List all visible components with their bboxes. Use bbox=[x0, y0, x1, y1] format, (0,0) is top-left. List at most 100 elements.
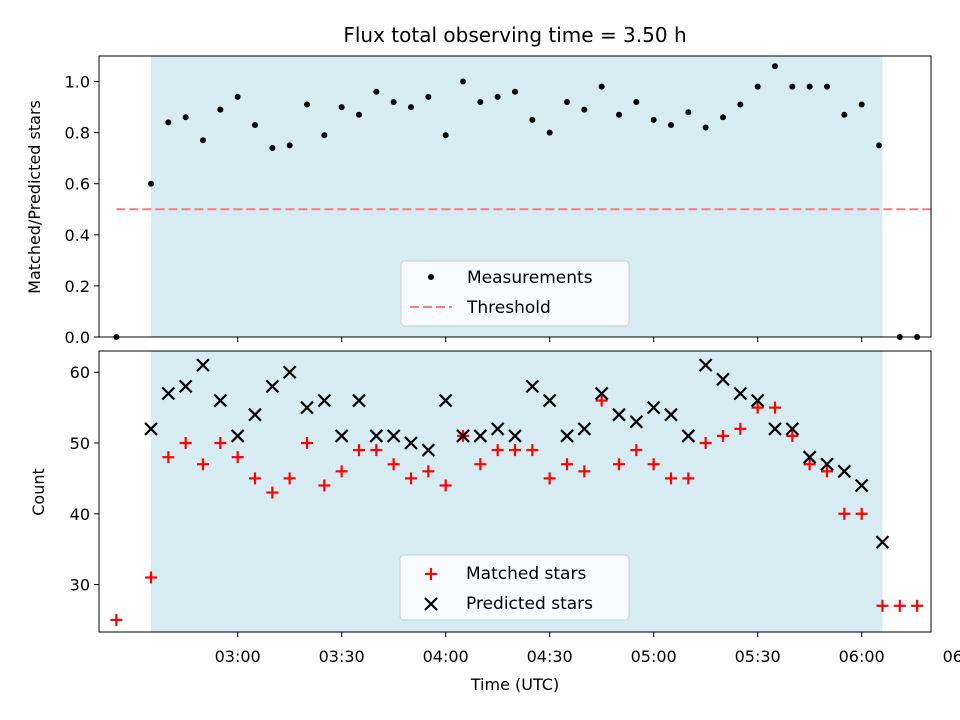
top-y-tick-label: 0.4 bbox=[65, 226, 90, 245]
matched-star-point bbox=[769, 401, 781, 414]
matched-star-point bbox=[283, 472, 296, 485]
predicted-star-point bbox=[386, 429, 401, 443]
predicted-star-point bbox=[421, 443, 436, 457]
matched-star-point bbox=[578, 465, 591, 478]
predicted-star-marker-b bbox=[542, 393, 557, 408]
measurement-point bbox=[668, 121, 674, 128]
predicted-star-point bbox=[525, 379, 540, 394]
measurement-point bbox=[408, 104, 414, 111]
predicted-star-point bbox=[560, 429, 574, 443]
predicted-star-point bbox=[802, 450, 817, 464]
predicted-star-marker-b bbox=[421, 443, 436, 457]
predicted-star-point bbox=[178, 379, 193, 394]
bottom-y-tick-label: 60 bbox=[70, 363, 90, 382]
predicted-star-marker-b bbox=[733, 386, 748, 401]
predicted-star-point bbox=[161, 386, 176, 401]
matched-star-point bbox=[370, 444, 383, 457]
predicted-star-marker-b bbox=[875, 535, 890, 549]
predicted-star-marker-b bbox=[716, 372, 730, 387]
measurements-legend-marker bbox=[428, 274, 434, 280]
top-y-axis-ticks: 0.0 0.2 0.4 0.6 0.8 1.0 bbox=[65, 73, 99, 347]
top-chart-title: Flux total observing time = 3.50 h bbox=[343, 23, 686, 47]
bottom-y-tick-label: 30 bbox=[70, 576, 90, 595]
measurement-point bbox=[182, 114, 189, 121]
predicted-star-marker-b bbox=[213, 393, 228, 408]
measurement-point bbox=[494, 93, 501, 100]
matched-star-point bbox=[509, 444, 521, 457]
matched-star-point bbox=[543, 472, 556, 485]
matched-star-point bbox=[197, 458, 209, 471]
bottom-y-axis-label: Count bbox=[29, 468, 48, 516]
matched-star-point bbox=[613, 458, 625, 471]
bottom-axes-frame bbox=[98, 350, 932, 633]
predicted-star-point bbox=[300, 400, 314, 415]
predicted-star-marker-b bbox=[178, 379, 193, 394]
matched-star-point bbox=[249, 472, 261, 485]
top-y-tick-label: 0.2 bbox=[65, 277, 90, 296]
predicted-star-point bbox=[196, 358, 210, 372]
measurement-point bbox=[754, 83, 761, 90]
matched-star-point bbox=[838, 507, 851, 520]
predicted-star-point bbox=[473, 429, 488, 443]
matched-star-point bbox=[179, 437, 192, 450]
measurement-point bbox=[858, 101, 865, 108]
predicted-star-point bbox=[369, 429, 384, 443]
predicted-star-point bbox=[334, 429, 349, 443]
predicted-star-marker-b bbox=[577, 422, 592, 436]
matched-star-point bbox=[214, 437, 227, 450]
measurement-point bbox=[581, 106, 588, 113]
matched-star-point bbox=[387, 458, 400, 471]
predicted-star-point bbox=[213, 393, 228, 408]
measurement-point bbox=[373, 88, 380, 95]
measurement-point bbox=[304, 101, 310, 108]
bottom-y-tick-label: 40 bbox=[70, 505, 90, 524]
top-x-axis-ticks bbox=[237, 337, 863, 342]
predicted-star-point bbox=[490, 422, 505, 436]
top-y-axis-label: Matched/Predicted stars bbox=[25, 100, 44, 294]
top-y-tick-label: 0.6 bbox=[65, 175, 90, 194]
matched-star-point bbox=[717, 429, 729, 442]
predicted-star-marker-b bbox=[594, 386, 609, 401]
bottom-x-tick-label: 04:30 bbox=[527, 647, 573, 666]
matched-star-point bbox=[301, 437, 313, 450]
measurement-point bbox=[564, 98, 570, 105]
predicted-star-marker-b bbox=[144, 422, 158, 436]
predicted-star-point bbox=[144, 422, 158, 436]
predicted-star-point bbox=[854, 478, 869, 493]
predicted-star-marker-b bbox=[560, 429, 574, 443]
matched-star-point bbox=[682, 472, 695, 485]
matched-star-point bbox=[595, 394, 608, 407]
measurement-point bbox=[598, 83, 605, 90]
predicted-star-marker-b bbox=[473, 429, 488, 443]
predicted-star-point bbox=[542, 393, 557, 408]
measurement-point bbox=[269, 144, 276, 151]
predicted-star-marker-b bbox=[230, 429, 245, 443]
predicted-star-point bbox=[629, 415, 644, 429]
predicted-star-marker-b bbox=[646, 400, 661, 415]
matched-star-point bbox=[405, 472, 417, 485]
predicted-star-marker-b bbox=[386, 429, 401, 443]
predicted-star-marker-b bbox=[282, 365, 297, 380]
predicted-star-point bbox=[768, 422, 782, 436]
measurement-point bbox=[477, 98, 484, 105]
predicted-star-marker-b bbox=[438, 393, 453, 408]
predicted-star-marker-b bbox=[490, 422, 505, 436]
predicted-star-point bbox=[716, 372, 730, 387]
predicted-star-point bbox=[230, 429, 245, 443]
matched-star-point bbox=[911, 599, 924, 612]
bottom-legend: Matched stars Predicted stars bbox=[399, 554, 630, 621]
measurement-point bbox=[217, 106, 224, 113]
predicted-star-marker-b bbox=[820, 457, 834, 472]
predicted-star-point bbox=[248, 407, 262, 422]
measurement-point bbox=[286, 142, 293, 149]
matched-stars-series bbox=[110, 394, 924, 626]
predicted-star-marker-b bbox=[317, 393, 332, 408]
matched-star-point bbox=[803, 458, 816, 471]
measurement-point bbox=[338, 104, 345, 111]
bottom-y-tick-label: 50 bbox=[70, 434, 90, 453]
measurement-point bbox=[876, 142, 882, 149]
matched-star-point bbox=[335, 465, 348, 478]
bottom-x-tick-label: 06:00 bbox=[839, 647, 885, 666]
predicted-star-marker-b bbox=[750, 393, 765, 408]
predicted-star-marker-b bbox=[525, 379, 540, 394]
